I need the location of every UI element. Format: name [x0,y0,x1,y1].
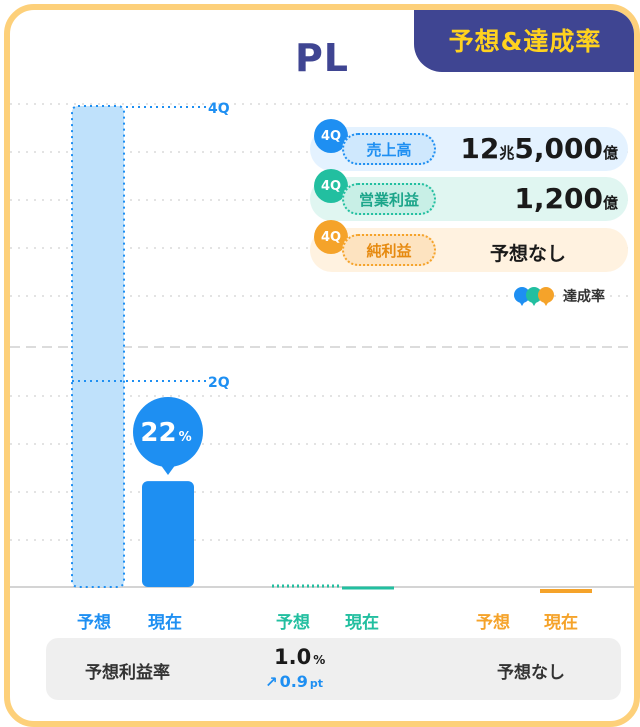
xlabel-operating-forecast: 予想 [276,613,310,633]
kpi-operating-profit: 4Q 営業利益 1,200億 [310,169,628,221]
q2-marker-label: 2Q [208,375,230,391]
profit-margin-value: 1.0% [274,645,326,669]
kpi-operating-value: 1,200億 [514,182,618,215]
xlabel-sales-current: 現在 [148,613,182,633]
kpi-net-income: 4Q 純利益 予想なし [310,220,628,272]
legend-label: 達成率 [563,289,605,305]
chart-title: PL [294,36,350,80]
kpi-sales-value: 12兆5,000億 [460,132,618,165]
chart-canvas: 4Q 2Q 22% [10,101,634,593]
q4-marker-label: 4Q [208,101,230,117]
achievement-bubble: 22% [133,397,203,475]
achievement-value: 22 [140,418,176,448]
net-margin-value: 予想なし [497,663,565,683]
kpi-operating-label: 営業利益 [342,183,436,215]
profit-margin-change: ↗ 0.9 pt [265,672,324,691]
kpi-net-label: 純利益 [342,234,436,266]
kpi-net-value: 予想なし [490,243,567,265]
achievement-legend: 達成率 [513,286,605,306]
xlabel-sales-forecast: 予想 [77,613,111,633]
xlabel-net-forecast: 予想 [476,613,510,633]
trend-up-icon: ↗ [265,673,278,691]
kpi-sales: 4Q 売上高 12兆5,000億 [310,119,628,171]
xlabel-operating-current: 現在 [345,613,379,633]
achievement-unit: % [179,430,192,445]
profit-margin-label: 予想利益率 [85,663,170,683]
speech-bubbles-icon [514,287,554,306]
profit-margin-row: 予想利益率 1.0% ↗ 0.9 pt 予想なし [46,638,621,700]
svg-text:22%: 22% [140,418,191,448]
bar-current-sales [142,481,194,587]
kpi-sales-label: 売上高 [342,133,436,165]
pl-card: 4Q 2Q 22% 予想&達成率 PL 4Q 売上高 12兆5,000億 4Q … [4,4,640,727]
forecast-achievement-badge: 予想&達成率 [414,10,634,72]
bar-forecast-sales [71,105,125,588]
xlabel-net-current: 現在 [544,613,578,633]
